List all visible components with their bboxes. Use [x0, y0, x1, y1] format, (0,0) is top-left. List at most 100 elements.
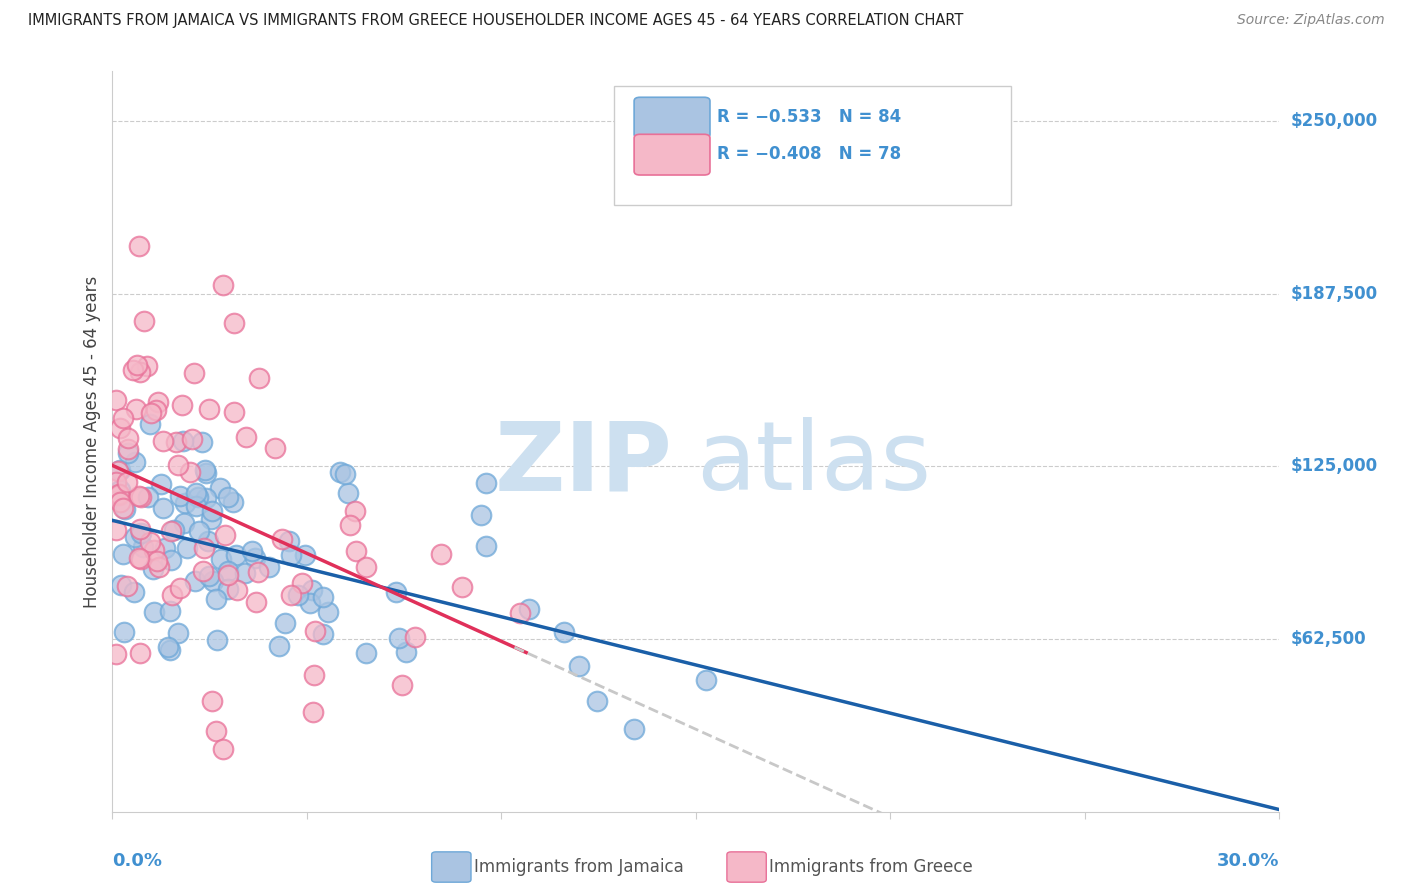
- Point: [225, 548, 247, 562]
- Point: [246, 565, 269, 579]
- Point: [170, 398, 193, 412]
- Point: [212, 741, 235, 756]
- Point: [112, 547, 135, 561]
- Point: [344, 544, 367, 558]
- Point: [157, 640, 180, 654]
- Point: [108, 495, 131, 509]
- Point: [553, 624, 575, 639]
- Point: [136, 491, 159, 505]
- Point: [301, 582, 323, 597]
- Text: ZIP: ZIP: [495, 417, 672, 510]
- Point: [188, 524, 211, 538]
- Point: [117, 431, 139, 445]
- Point: [217, 582, 239, 596]
- Point: [451, 580, 474, 594]
- Point: [114, 501, 136, 516]
- Point: [152, 434, 174, 449]
- Point: [128, 522, 150, 536]
- Point: [160, 553, 183, 567]
- Point: [509, 606, 531, 620]
- Point: [404, 630, 426, 644]
- Point: [245, 594, 267, 608]
- Point: [429, 547, 451, 561]
- Point: [304, 624, 326, 638]
- Point: [191, 565, 214, 579]
- Point: [209, 481, 232, 495]
- Point: [235, 430, 257, 444]
- Text: 0.0%: 0.0%: [112, 853, 163, 871]
- Point: [217, 491, 239, 505]
- Point: [354, 560, 377, 574]
- Point: [568, 658, 591, 673]
- Point: [167, 626, 190, 640]
- Point: [337, 486, 360, 500]
- Point: [129, 526, 152, 541]
- Point: [184, 574, 207, 588]
- Point: [217, 564, 239, 578]
- Text: Immigrants from Greece: Immigrants from Greece: [769, 858, 973, 876]
- Point: [105, 648, 128, 662]
- Point: [217, 568, 239, 582]
- Point: [174, 496, 197, 510]
- Point: [517, 602, 540, 616]
- Point: [110, 578, 132, 592]
- Point: [124, 455, 146, 469]
- Point: [143, 606, 166, 620]
- Text: $187,500: $187,500: [1291, 285, 1378, 302]
- Point: [184, 485, 207, 500]
- Point: [475, 539, 498, 553]
- Point: [159, 643, 181, 657]
- Point: [474, 476, 496, 491]
- Point: [240, 543, 263, 558]
- Point: [129, 552, 152, 566]
- Point: [623, 722, 645, 736]
- Point: [167, 458, 190, 472]
- Point: [105, 523, 128, 537]
- Point: [107, 464, 129, 478]
- Point: [111, 410, 134, 425]
- Point: [198, 569, 221, 583]
- Point: [695, 673, 717, 687]
- Point: [312, 627, 335, 641]
- Point: [132, 314, 155, 328]
- Point: [278, 534, 301, 549]
- Point: [197, 533, 219, 548]
- Point: [273, 616, 295, 631]
- Point: [122, 363, 145, 377]
- Point: [269, 639, 291, 653]
- Text: $62,500: $62,500: [1291, 630, 1367, 648]
- Point: [152, 501, 174, 516]
- Point: [124, 530, 146, 544]
- Point: [125, 402, 148, 417]
- Point: [318, 605, 340, 619]
- Point: [145, 554, 167, 568]
- Text: R = −0.408   N = 78: R = −0.408 N = 78: [717, 145, 901, 163]
- Point: [139, 406, 162, 420]
- Text: Immigrants from Jamaica: Immigrants from Jamaica: [474, 858, 683, 876]
- Point: [257, 559, 280, 574]
- Point: [312, 590, 335, 604]
- Point: [585, 693, 607, 707]
- Point: [187, 490, 209, 504]
- Point: [108, 488, 131, 502]
- Point: [169, 582, 191, 596]
- Point: [205, 591, 228, 606]
- Point: [112, 500, 135, 515]
- Point: [169, 489, 191, 503]
- Point: [128, 489, 150, 503]
- Point: [226, 583, 249, 598]
- Text: atlas: atlas: [696, 417, 931, 510]
- FancyBboxPatch shape: [634, 135, 710, 175]
- Point: [183, 366, 205, 380]
- Text: Source: ZipAtlas.com: Source: ZipAtlas.com: [1237, 13, 1385, 28]
- Point: [108, 486, 131, 500]
- Text: IMMIGRANTS FROM JAMAICA VS IMMIGRANTS FROM GREECE HOUSEHOLDER INCOME AGES 45 - 6: IMMIGRANTS FROM JAMAICA VS IMMIGRANTS FR…: [28, 13, 963, 29]
- Point: [395, 645, 418, 659]
- Point: [329, 465, 352, 479]
- Point: [202, 574, 225, 589]
- Point: [245, 551, 267, 566]
- Point: [354, 646, 377, 660]
- Point: [148, 559, 170, 574]
- Point: [333, 467, 356, 481]
- FancyBboxPatch shape: [614, 87, 1011, 204]
